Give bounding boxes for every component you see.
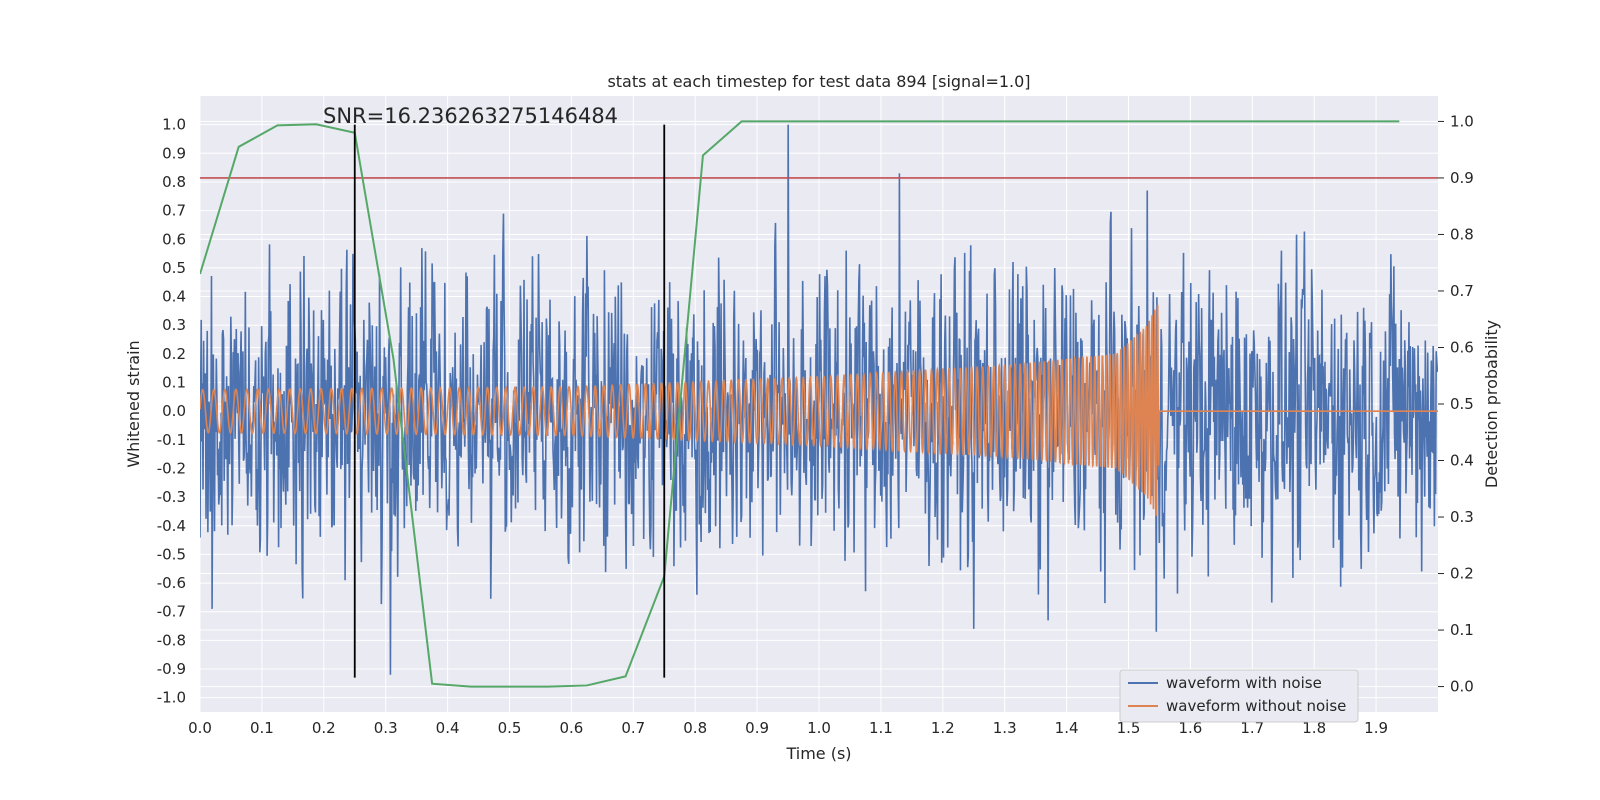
y-tick-label: 0.3 — [162, 316, 186, 334]
y-axis-label: Whitened strain — [124, 340, 143, 467]
x-tick-label: 1.9 — [1364, 719, 1388, 737]
x-tick-label: 1.2 — [931, 719, 955, 737]
y-right-tick-label: 0.8 — [1450, 225, 1474, 243]
y-right-tick-label: 0.9 — [1450, 169, 1474, 187]
y-tick-label: 0.2 — [162, 345, 186, 363]
x-tick-label: 1.5 — [1117, 719, 1141, 737]
snr-annotation: SNR=16.236263275146484 — [323, 104, 618, 128]
y-axis-label-right: Detection probability — [1482, 320, 1501, 488]
y-right-tick-label: 0.4 — [1450, 452, 1474, 470]
y-tick-label: -1.0 — [157, 689, 186, 707]
y-right-tick-label: 1.0 — [1450, 112, 1474, 130]
y-tick-label: -0.3 — [157, 488, 186, 506]
y-tick-label: 0.9 — [162, 144, 186, 162]
chart-title: stats at each timestep for test data 894… — [607, 72, 1030, 91]
y-tick-label: 0.5 — [162, 259, 186, 277]
x-tick-label: 1.8 — [1302, 719, 1326, 737]
y-tick-label: 1.0 — [162, 116, 186, 134]
y-tick-label: -0.7 — [157, 603, 186, 621]
x-tick-label: 1.4 — [1055, 719, 1079, 737]
x-axis-label: Time (s) — [785, 744, 851, 763]
y-right-tick-label: 0.7 — [1450, 282, 1474, 300]
legend-label-noise: waveform with noise — [1166, 674, 1322, 692]
x-tick-label: 1.6 — [1178, 719, 1202, 737]
x-tick-label: 0.7 — [621, 719, 645, 737]
y-tick-label: 0.7 — [162, 202, 186, 220]
legend-box — [1119, 669, 1359, 723]
series-layer — [200, 120, 1438, 688]
y-tick-label: -0.9 — [157, 660, 186, 678]
x-tick-label: 0.3 — [374, 719, 398, 737]
x-tick-label: 0.9 — [745, 719, 769, 737]
x-tick-label: 1.3 — [993, 719, 1017, 737]
y-tick-label: 0.0 — [162, 402, 186, 420]
y-tick-label: 0.1 — [162, 374, 186, 392]
x-tick-label: 0.5 — [498, 719, 522, 737]
x-tick-label: 0.4 — [436, 719, 460, 737]
y-tick-label: -0.5 — [157, 545, 186, 563]
x-tick-label: 1.0 — [807, 719, 831, 737]
y-tick-label: 0.8 — [162, 173, 186, 191]
axes-layer: 0.0 0.1 0.2 0.3 0.4 0.5 0.6 0.7 0.8 0.9 1.0 1.1 1.2 1… — [157, 112, 1474, 737]
legend: waveform with noise waveform without noi… — [1119, 669, 1359, 723]
y-right-tick-label: 0.0 — [1450, 678, 1474, 696]
y-tick-label: 0.4 — [162, 288, 186, 306]
y-tick-label: -0.8 — [157, 631, 186, 649]
x-tick-label: 0.2 — [312, 719, 336, 737]
y-tick-label: -0.4 — [157, 517, 186, 535]
x-tick-label: 0.8 — [683, 719, 707, 737]
x-tick-label: 0.1 — [250, 719, 274, 737]
x-tick-label: 0.6 — [559, 719, 583, 737]
series-waveform-without-noise — [200, 304, 1438, 516]
y-right-tick-label: 0.2 — [1450, 565, 1474, 583]
y-right-tick-label: 0.6 — [1450, 338, 1474, 356]
x-tick-label: 0.0 — [188, 719, 212, 737]
x-tick-label: 1.7 — [1240, 719, 1264, 737]
y-tick-label: -0.2 — [157, 459, 186, 477]
y-right-tick-label: 0.1 — [1450, 621, 1474, 639]
y-tick-label: -0.6 — [157, 574, 186, 592]
y-tick-label: -0.1 — [157, 431, 186, 449]
x-tick-label: 1.1 — [869, 719, 893, 737]
y-right-tick-label: 0.3 — [1450, 508, 1474, 526]
y-tick-label: 0.6 — [162, 230, 186, 248]
legend-label-clean: waveform without noise — [1166, 697, 1346, 715]
y-right-tick-label: 0.5 — [1450, 395, 1474, 413]
series-detection-probability — [200, 120, 1400, 688]
